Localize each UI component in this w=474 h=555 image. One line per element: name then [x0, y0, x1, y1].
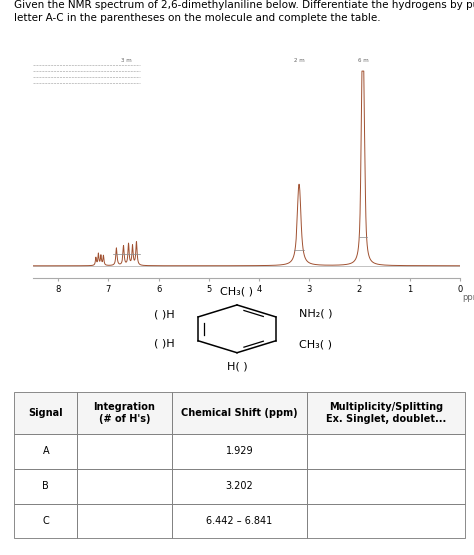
- Text: 3 m: 3 m: [121, 58, 131, 63]
- Text: ppm: ppm: [462, 293, 474, 302]
- Text: CH₃( ): CH₃( ): [220, 286, 254, 296]
- Text: CH₃( ): CH₃( ): [299, 339, 332, 349]
- Text: 6 m: 6 m: [357, 58, 368, 63]
- Text: NH₂( ): NH₂( ): [299, 309, 333, 319]
- Text: 2 m: 2 m: [294, 58, 304, 63]
- Text: ( )H: ( )H: [154, 310, 175, 320]
- Text: Given the NMR spectrum of 2,6-dimethylaniline below. Differentiate the hydrogens: Given the NMR spectrum of 2,6-dimethylan…: [14, 0, 474, 23]
- Text: H( ): H( ): [227, 361, 247, 371]
- Text: ( )H: ( )H: [154, 338, 175, 348]
